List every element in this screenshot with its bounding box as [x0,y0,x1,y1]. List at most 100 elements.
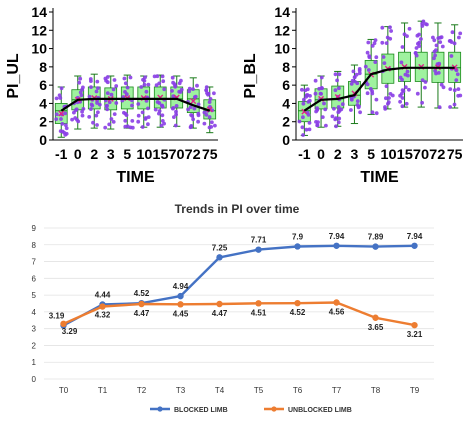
data-label: 3.21 [407,330,423,339]
data-point [454,78,459,82]
data-point [195,83,199,88]
data-point [403,85,408,90]
data-point [161,79,166,84]
y-tick-label: 2 [39,114,47,130]
x-tick-label: T6 [293,386,303,395]
data-point [370,110,375,115]
y-tick-label: 6 [39,77,47,93]
data-point [59,86,64,91]
data-label: 4.44 [95,291,111,300]
data-point [324,123,328,128]
data-point [112,78,117,82]
data-point [114,84,119,88]
x-tick-label: -1 [55,146,68,162]
data-point [204,88,209,93]
data-point [301,115,305,120]
data-point [368,87,373,91]
data-point [399,60,404,65]
series-point [372,314,379,321]
data-label: 7.9 [292,232,304,241]
data-point [76,119,81,124]
data-point [434,43,439,48]
data-point [60,122,65,126]
x-tick-label: 0 [317,146,325,162]
legend-marker [157,406,163,412]
y-tick-label: 14 [274,4,290,20]
data-point [107,122,112,127]
data-point [357,71,362,76]
data-label: 3.65 [368,323,384,332]
y-tick-label: 6 [32,274,37,283]
y-tick-label: 8 [39,59,47,75]
y-tick-label: 1 [32,358,37,367]
legend-label: BLOCKED LIMB [174,407,228,414]
data-point [455,72,460,77]
data-point [162,121,167,126]
data-point [407,87,411,92]
series-point [372,243,379,250]
data-point [438,40,443,44]
y-tick-label: 8 [282,59,290,75]
x-tick-label: 5 [123,146,131,162]
data-label: 7.94 [329,232,345,241]
data-point [154,83,159,88]
data-point [363,64,368,69]
data-point [125,124,130,129]
data-point [420,24,425,28]
y-tick-label: 0 [39,132,47,148]
data-point [187,89,192,94]
data-point [400,45,405,49]
x-tick-label: T8 [371,386,381,395]
data-label: 4.45 [173,309,189,318]
data-point [372,41,377,46]
data-point [400,104,405,109]
data-point [304,127,309,132]
data-point [179,87,184,92]
x-tick-label: T0 [59,386,69,395]
data-point [111,87,116,92]
data-point [437,105,442,110]
x-tick-label: 0 [74,146,82,162]
data-point [452,102,457,107]
data-point [357,67,362,71]
data-label: 4.94 [173,282,189,291]
data-point [448,87,453,91]
mean-marker [190,98,197,105]
data-point [373,60,378,64]
data-point [77,80,82,85]
series-point [255,246,262,253]
series-point [255,300,262,307]
data-point [146,122,150,127]
data-point [387,96,391,100]
series-point [333,299,340,306]
data-point [405,34,409,38]
data-point [157,101,162,105]
data-point [333,88,338,93]
data-point [358,110,362,115]
data-label: 7.94 [407,232,423,241]
data-point [210,120,214,125]
data-point [436,71,441,75]
y-tick-label: 3 [32,325,37,334]
data-point [105,75,110,79]
data-point [366,40,371,45]
data-point [355,99,360,103]
data-point [314,109,318,114]
y-tick-label: 9 [32,224,37,233]
data-point [123,81,128,86]
data-point [336,120,341,125]
data-point [400,96,405,100]
data-point [54,96,59,101]
data-point [450,30,455,35]
data-point [64,123,68,128]
data-point [389,29,393,33]
data-point [319,92,323,96]
data-point [314,120,318,124]
data-point [64,126,69,131]
data-point [146,115,151,119]
data-point [405,69,410,74]
y-tick-label: 10 [31,41,47,57]
y-tick-label: 5 [32,291,37,300]
data-point [458,31,463,36]
data-point [332,106,336,111]
